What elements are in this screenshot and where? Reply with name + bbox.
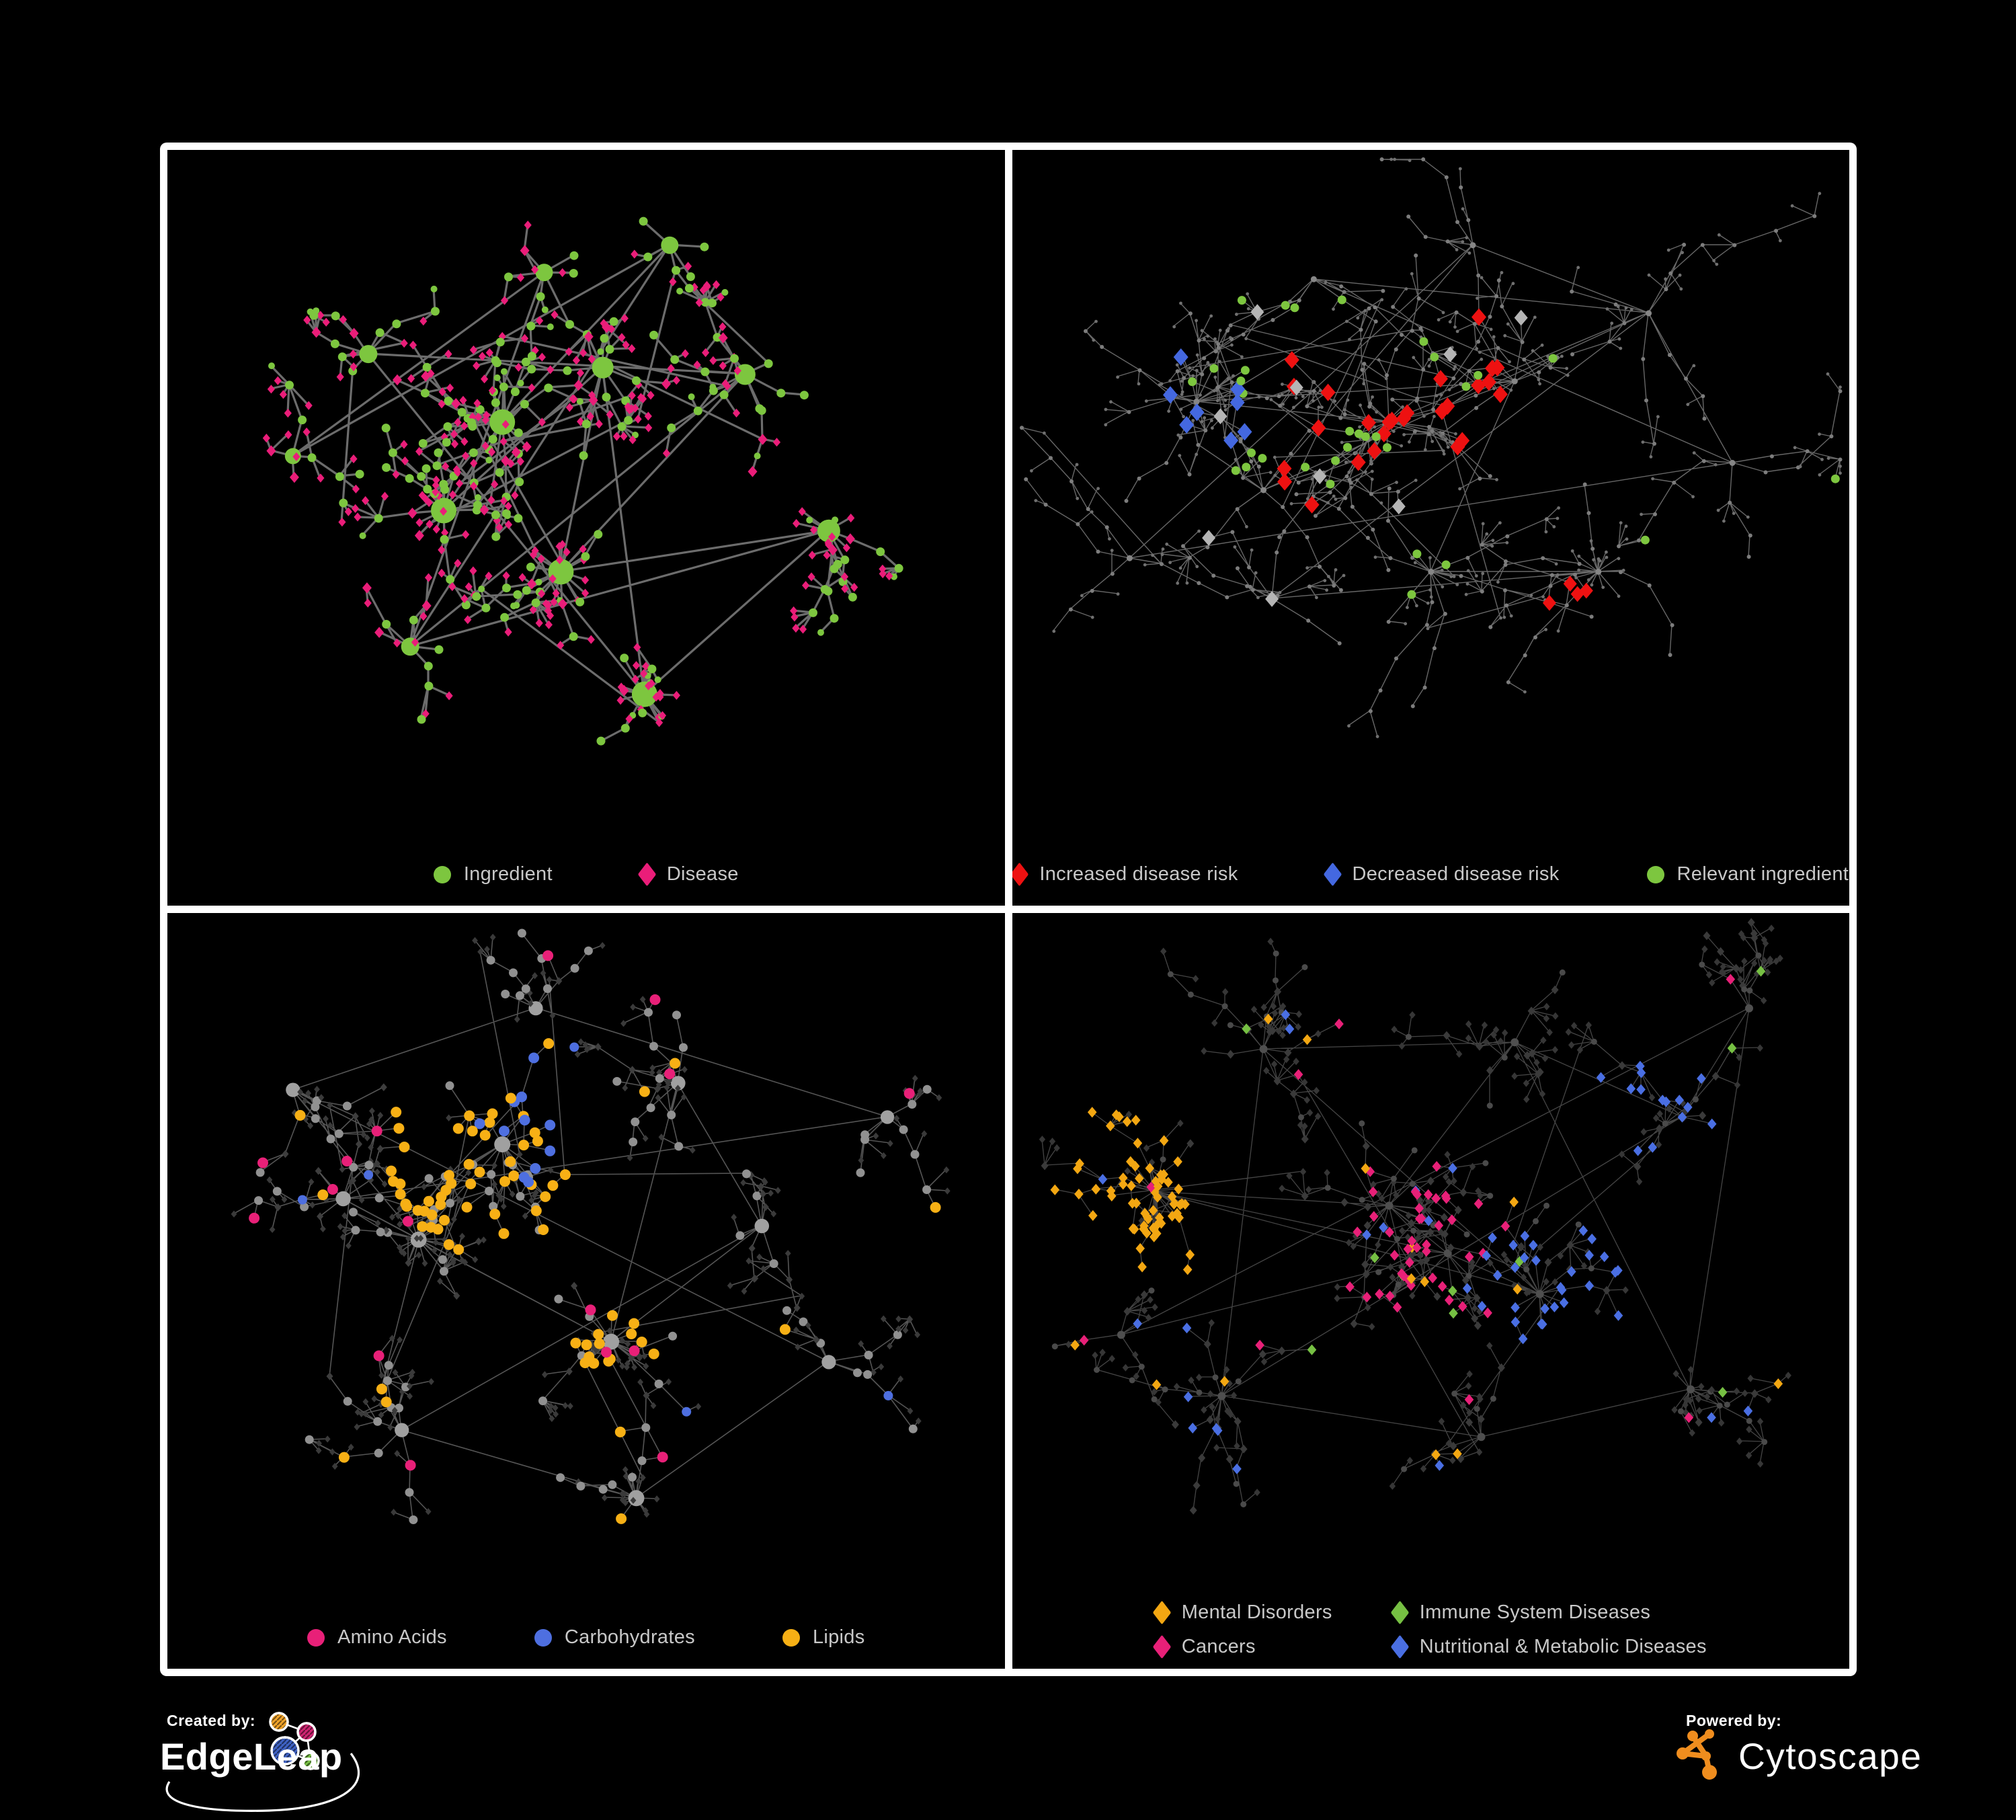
circle-marker (1646, 865, 1664, 883)
legend-item-relevant-ingredient: Relevant ingredient (1646, 863, 1849, 885)
legend-label: Increased disease risk (1039, 863, 1238, 885)
legend-item-decreased-disease-risk: Decreased disease risk (1323, 862, 1560, 887)
powered-by-label: Powered by: (1686, 1712, 1782, 1729)
legend-label: Immune System Diseases (1419, 1601, 1651, 1623)
panel-ingredient-disease: Ingredient Disease (167, 150, 1005, 906)
network-graph-nutrient-classes (231, 928, 951, 1524)
network-graph-disease-classes (1039, 918, 1791, 1515)
circle-marker (433, 865, 451, 883)
legend-label: Lipids (812, 1626, 865, 1648)
diamond-marker (1323, 862, 1342, 887)
diamond-marker (1390, 1600, 1409, 1625)
legend-disease-risk: Increased disease risk Decreased disease … (1012, 862, 1850, 887)
legend-label: Amino Acids (337, 1626, 447, 1648)
legend-label: Decreased disease risk (1352, 863, 1560, 885)
diamond-marker (1152, 1600, 1171, 1625)
legend-item-increased-disease-risk: Increased disease risk (1012, 862, 1238, 887)
legend-label: Disease (666, 863, 739, 885)
panel-disease-classes: Mental Disorders Immune System Diseases Ca… (1012, 913, 1850, 1669)
legend-label: Ingredient (463, 863, 553, 885)
legend-item-immune-system-diseases: Immune System Diseases (1390, 1600, 1707, 1625)
network-graph-disease-risk (1019, 157, 1842, 738)
legend-item-cancers: Cancers (1152, 1634, 1332, 1659)
panel-nutrient-classes: Amino Acids Carbohydrates Lipids (167, 913, 1005, 1669)
edgeleap-brand: EdgeLeap (160, 1735, 343, 1778)
legend-item-disease: Disease (637, 862, 739, 887)
legend-nutrient-classes: Amino Acids Carbohydrates Lipids (167, 1626, 1005, 1649)
diamond-marker (637, 862, 656, 887)
legend-item-mental-disorders: Mental Disorders (1152, 1600, 1332, 1625)
legend-disease-classes: Mental Disorders Immune System Diseases Ca… (1012, 1600, 1850, 1659)
diamond-marker (1012, 862, 1029, 887)
circle-marker (782, 1628, 800, 1647)
diamond-marker (1152, 1634, 1171, 1659)
panel-grid: Ingredient Disease Increased disease risk… (160, 143, 1857, 1676)
cytoscape-credit: Powered by: Cytoscape (1675, 1706, 1991, 1807)
legend-ingredient-disease: Ingredient Disease (167, 862, 1005, 887)
legend-label: Cancers (1181, 1636, 1256, 1657)
legend-label: Mental Disorders (1181, 1601, 1332, 1623)
legend-item-lipids: Lipids (782, 1626, 865, 1649)
diamond-marker (1390, 1634, 1409, 1659)
circle-marker (534, 1628, 552, 1647)
edgeleap-logo-icon (165, 1712, 360, 1812)
cytoscape-logo-icon (1677, 1729, 1717, 1780)
network-graph-ingredient-disease (262, 216, 903, 746)
cytoscape-brand: Cytoscape (1738, 1735, 1923, 1777)
legend-label: Nutritional & Metabolic Diseases (1419, 1636, 1707, 1657)
legend-item-amino-acids: Amino Acids (307, 1626, 447, 1649)
circle-marker (307, 1628, 325, 1647)
legend-label: Relevant ingredient (1677, 863, 1849, 885)
legend-label: Carbohydrates (564, 1626, 695, 1648)
legend-item-nutritional-metabolic-diseases: Nutritional & Metabolic Diseases (1390, 1634, 1707, 1659)
legend-item-ingredient: Ingredient (433, 863, 553, 885)
edgeleap-credit: Created by: EdgeLeap (155, 1706, 376, 1817)
legend-item-carbohydrates: Carbohydrates (534, 1626, 695, 1649)
panel-disease-risk: Increased disease risk Decreased disease … (1012, 150, 1850, 906)
created-by-label: Created by: (167, 1712, 256, 1729)
